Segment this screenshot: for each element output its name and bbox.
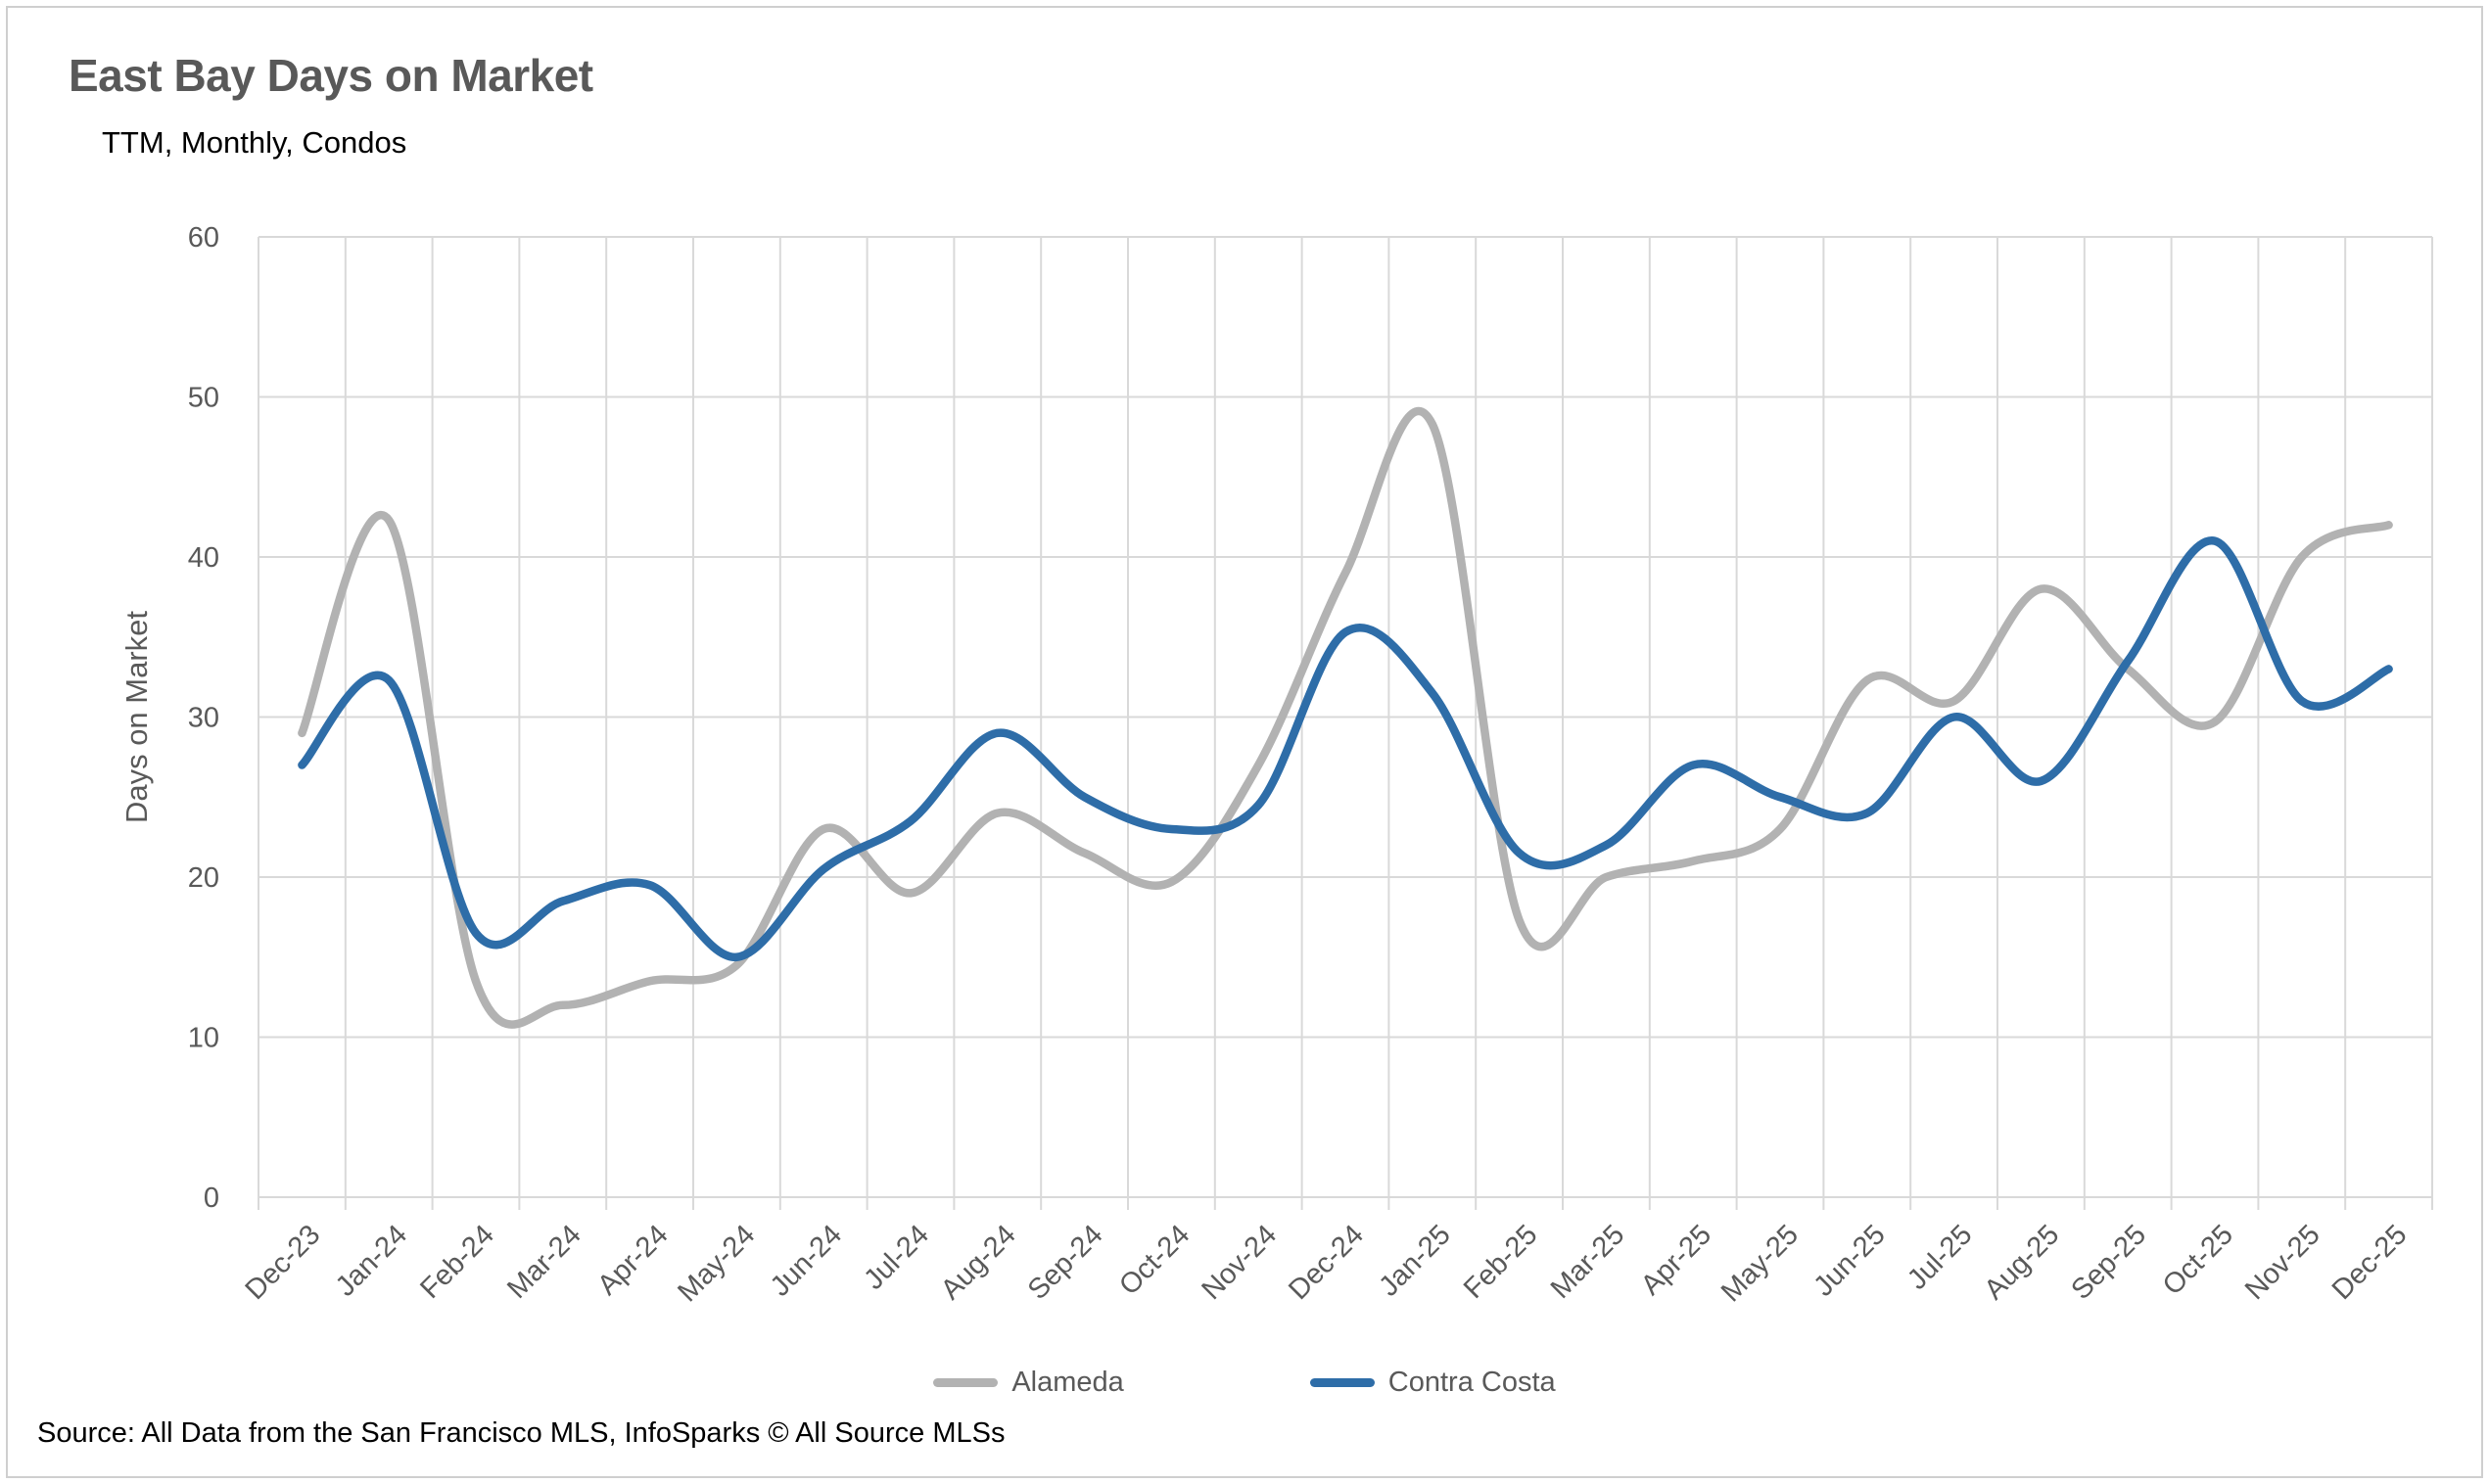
svg-text:Sep-24: Sep-24 xyxy=(1022,1219,1109,1306)
svg-text:Jan-25: Jan-25 xyxy=(1373,1219,1456,1302)
svg-text:Nov-24: Nov-24 xyxy=(1196,1219,1283,1306)
svg-text:Oct-24: Oct-24 xyxy=(1113,1219,1196,1301)
svg-text:Apr-24: Apr-24 xyxy=(591,1219,674,1301)
svg-text:May-24: May-24 xyxy=(672,1219,761,1308)
svg-text:50: 50 xyxy=(188,383,219,414)
svg-text:30: 30 xyxy=(188,703,219,734)
chart-title: East Bay Days on Market xyxy=(69,50,593,101)
chart-subtitle: TTM, Monthly, Condos xyxy=(102,125,407,160)
svg-text:Aug-25: Aug-25 xyxy=(1979,1219,2066,1306)
svg-text:Apr-25: Apr-25 xyxy=(1635,1219,1717,1301)
svg-text:Dec-23: Dec-23 xyxy=(240,1219,327,1306)
svg-text:Aug-24: Aug-24 xyxy=(935,1219,1022,1306)
alameda-legend-label: Alameda xyxy=(1011,1366,1124,1398)
svg-text:Jan-24: Jan-24 xyxy=(330,1219,413,1302)
svg-text:60: 60 xyxy=(188,222,219,254)
y-axis-title: Days on Market xyxy=(119,611,154,823)
svg-text:Mar-25: Mar-25 xyxy=(1545,1219,1631,1305)
svg-text:Nov-25: Nov-25 xyxy=(2239,1219,2326,1306)
legend-item-alameda: Alameda xyxy=(933,1366,1124,1399)
svg-text:Dec-25: Dec-25 xyxy=(2326,1219,2414,1306)
svg-text:Jun-24: Jun-24 xyxy=(765,1219,848,1302)
svg-text:Mar-24: Mar-24 xyxy=(501,1219,587,1305)
svg-text:10: 10 xyxy=(188,1023,219,1054)
svg-text:20: 20 xyxy=(188,862,219,894)
svg-text:Jul-25: Jul-25 xyxy=(1902,1219,1978,1295)
alameda-line-swatch xyxy=(933,1377,999,1387)
contra-costa-series-line xyxy=(298,536,2393,961)
svg-text:Jun-25: Jun-25 xyxy=(1808,1219,1891,1302)
svg-text:Dec-24: Dec-24 xyxy=(1283,1219,1370,1306)
alameda-series-line xyxy=(298,406,2393,1029)
svg-text:0: 0 xyxy=(204,1183,219,1214)
y-axis-tick-labels: 0 10 20 30 40 50 60 xyxy=(188,222,219,1214)
contra-costa-line-swatch xyxy=(1309,1377,1375,1387)
svg-text:May-25: May-25 xyxy=(1715,1219,1805,1308)
contra-costa-legend-label: Contra Costa xyxy=(1387,1366,1556,1398)
svg-text:40: 40 xyxy=(188,542,219,574)
legend-item-contra-costa: Contra Costa xyxy=(1309,1366,1556,1399)
svg-text:Feb-25: Feb-25 xyxy=(1458,1219,1544,1305)
svg-text:Jul-24: Jul-24 xyxy=(858,1219,934,1295)
legend: Alameda Contra Costa xyxy=(0,1357,2489,1408)
gridlines xyxy=(258,236,2433,1210)
svg-text:Feb-24: Feb-24 xyxy=(414,1219,500,1305)
svg-text:Oct-25: Oct-25 xyxy=(2157,1219,2239,1301)
svg-text:Sep-25: Sep-25 xyxy=(2065,1219,2152,1306)
source-note: Source: All Data from the San Francisco … xyxy=(37,1417,1006,1449)
